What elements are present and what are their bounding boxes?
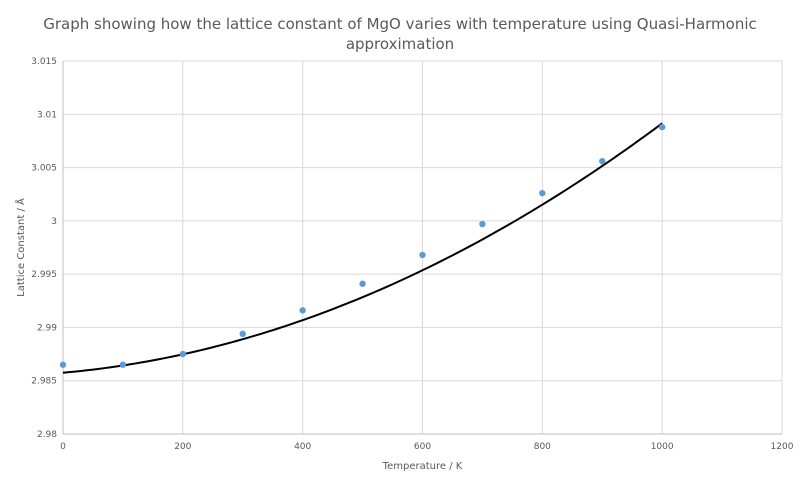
chart-title-line-1: Graph showing how the lattice constant o…: [43, 15, 757, 33]
trendline: [62, 122, 663, 374]
data-point: [658, 123, 666, 131]
x-tick-label: 0: [60, 442, 66, 452]
y-tick-label: 3.005: [31, 164, 57, 174]
chart-title: Graph showing how the lattice constant o…: [0, 14, 800, 54]
gridlines: [62, 60, 783, 435]
x-axis-title: Temperature / K: [382, 461, 463, 472]
data-point: [119, 361, 127, 368]
y-tick-label: 3.01: [37, 110, 57, 120]
data-point: [299, 307, 306, 314]
y-tick-label: 3: [51, 217, 57, 227]
data-point: [539, 189, 546, 197]
tick-labels: 0 200 400 600 800 1000 1200 2.98 2.985 2.99 2.995 3…: [31, 57, 793, 452]
data-point: [419, 251, 426, 259]
y-tick-label: 2.99: [37, 323, 57, 333]
x-tick-label: 200: [174, 442, 191, 452]
y-tick-label: 2.985: [31, 377, 57, 387]
x-tick-label: 1200: [771, 442, 794, 452]
data-point: [239, 330, 246, 338]
x-tick-label: 400: [294, 442, 311, 452]
x-tick-label: 600: [414, 442, 431, 452]
y-tick-label: 2.995: [31, 270, 57, 280]
x-tick-label: 800: [534, 442, 551, 452]
data-point: [59, 361, 67, 368]
y-tick-label: 2.98: [37, 430, 57, 440]
y-tick-label: 3.015: [31, 57, 57, 67]
data-point: [359, 280, 366, 287]
data-point: [179, 350, 187, 358]
x-tick-label: 1000: [651, 442, 674, 452]
data-points: [59, 123, 666, 368]
chart-title-line-2: approximation: [345, 35, 455, 53]
data-point: [479, 220, 486, 228]
y-axis-title: Lattice Constant / Å: [14, 198, 27, 297]
trendline-layer: [62, 122, 663, 374]
data-point: [599, 157, 606, 165]
